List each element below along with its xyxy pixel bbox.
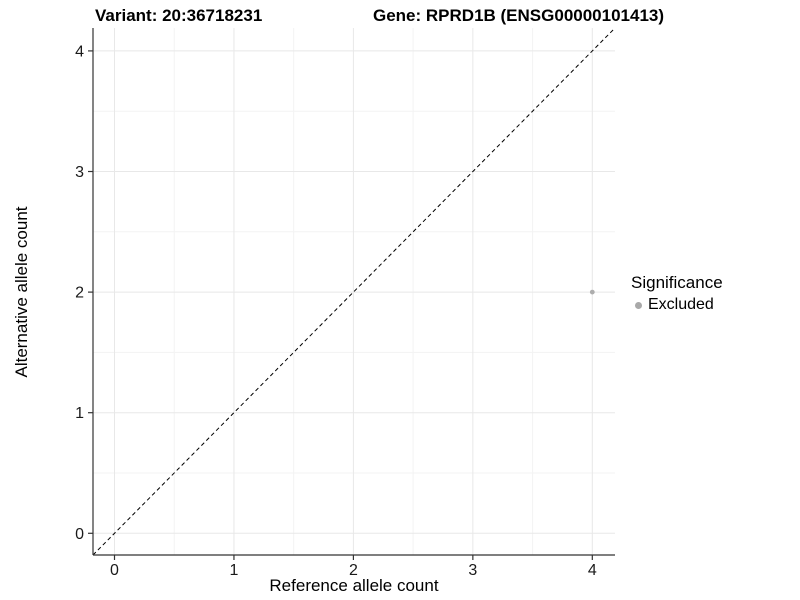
excluded-point-icon (635, 301, 642, 309)
y-tick-label: 1 (75, 405, 84, 422)
legend-entry-label: Excluded (648, 296, 714, 313)
x-tick-label: 3 (468, 562, 477, 579)
y-axis-title: Alternative allele count (12, 206, 31, 378)
y-tick-label: 2 (75, 285, 84, 302)
data-point-excluded (589, 289, 595, 295)
legend: Significance Excluded (631, 273, 723, 314)
legend-entry-excluded: Excluded (631, 296, 723, 314)
variant-title: Variant: 20:36718231 (95, 6, 263, 25)
identity-reference-line (92, 27, 616, 556)
x-axis-title: Reference allele count (269, 576, 439, 595)
gene-title: Gene: RPRD1B (ENSG00000101413) (373, 6, 665, 25)
x-tick-label: 0 (110, 562, 119, 579)
y-tick-label: 3 (75, 164, 84, 181)
x-tick-label: 4 (588, 562, 597, 579)
y-tick-label: 4 (75, 43, 84, 60)
x-tick-label: 1 (229, 562, 238, 579)
x-tick-label: 2 (349, 562, 358, 579)
y-tick-label: 0 (75, 526, 84, 543)
legend-title: Significance (631, 273, 723, 292)
